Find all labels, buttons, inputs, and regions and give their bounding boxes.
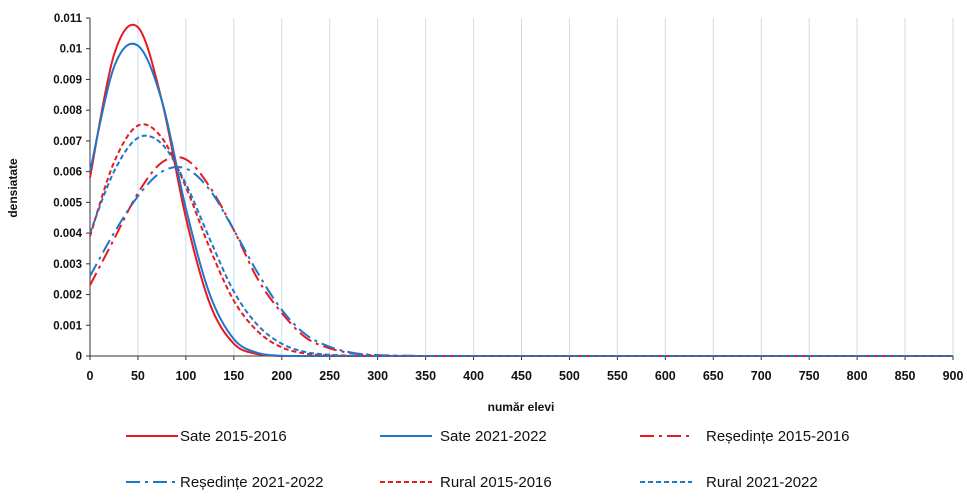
- legend-label: Rural 2021-2022: [706, 474, 818, 491]
- x-tick-label: 50: [131, 369, 145, 383]
- y-tick-labels: 0 0.001 0.002 0.003 0.004 0.005 0.006 0.007 0.00…: [53, 13, 82, 363]
- legend-label: Rural 2015-2016: [440, 474, 552, 491]
- x-tick-label: 800: [847, 369, 868, 383]
- legend: Sate 2015-2016 Sate 2021-2022 Reședințe 20…: [126, 428, 849, 491]
- vertical-gridlines: [137, 18, 954, 356]
- y-tick-label: 0.002: [53, 290, 82, 302]
- y-tick-label: 0.003: [53, 259, 82, 271]
- y-tick-label: 0: [76, 351, 82, 363]
- x-tick-label: 250: [319, 369, 340, 383]
- x-axis-label: număr elevi: [488, 400, 555, 414]
- x-tick-label: 700: [751, 369, 772, 383]
- y-tick-label: 0.004: [53, 228, 82, 240]
- x-tick-label: 0: [87, 369, 94, 383]
- x-tick-label: 450: [511, 369, 532, 383]
- x-tick-label: 750: [799, 369, 820, 383]
- x-tick-label: 850: [895, 369, 916, 383]
- x-tick-label: 150: [223, 369, 244, 383]
- x-tick-label: 200: [271, 369, 292, 383]
- x-tick-label: 500: [559, 369, 580, 383]
- y-tick-label: 0.009: [53, 74, 82, 86]
- y-tick-label: 0.001: [53, 320, 82, 332]
- x-tick-label: 900: [943, 369, 964, 383]
- x-tick-label: 550: [607, 369, 628, 383]
- x-tick-label: 400: [463, 369, 484, 383]
- legend-label: Reședințe 2015-2016: [706, 428, 849, 445]
- y-tick-label: 0.005: [53, 197, 82, 209]
- legend-label: Reședințe 2021-2022: [180, 474, 323, 491]
- y-tick-label: 0.01: [60, 44, 83, 56]
- x-tick-labels: 0 50 100 150 200 250 300 350 400 450 500 550 600 650 7…: [87, 369, 964, 383]
- x-tick-label: 650: [703, 369, 724, 383]
- x-tick-label: 300: [367, 369, 388, 383]
- x-tick-label: 600: [655, 369, 676, 383]
- x-tick-label: 100: [175, 369, 196, 383]
- y-tick-label: 0.011: [54, 13, 83, 25]
- series-line: [89, 134, 953, 358]
- y-tick-label: 0.007: [53, 136, 82, 148]
- legend-label: Sate 2015-2016: [180, 428, 287, 445]
- legend-label: Sate 2021-2022: [440, 428, 547, 445]
- y-tick-label: 0.006: [53, 167, 82, 179]
- y-tick-label: 0.008: [53, 105, 82, 117]
- y-axis-label: densiatate: [6, 158, 20, 218]
- series-lines: [89, 23, 953, 358]
- x-tick-label: 350: [415, 369, 436, 383]
